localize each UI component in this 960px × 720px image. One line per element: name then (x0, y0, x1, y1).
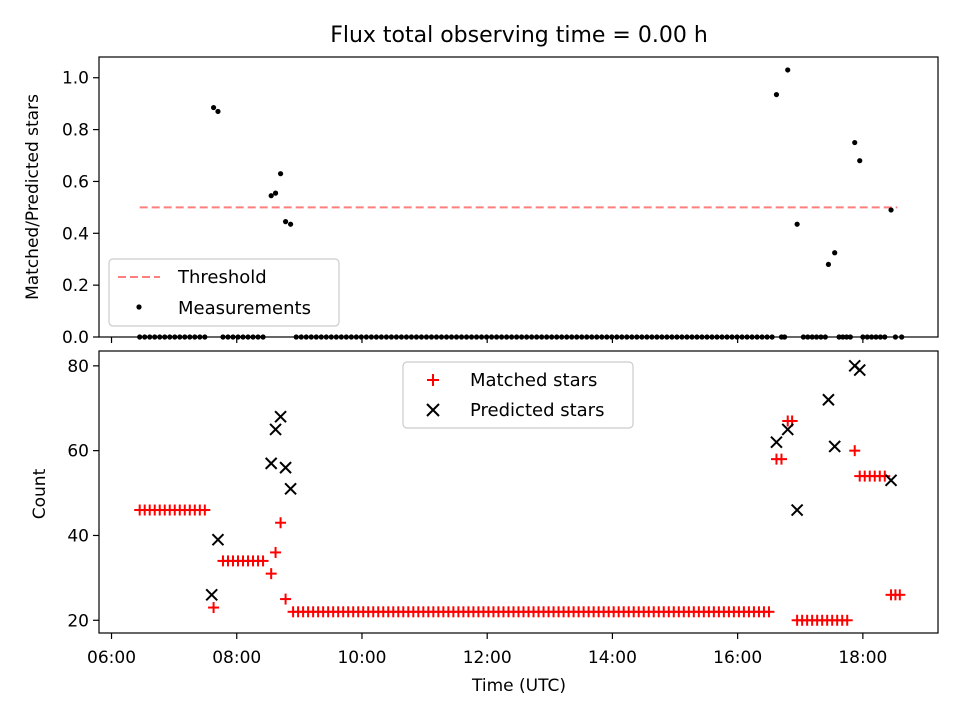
x-tick-label: 08:00 (212, 648, 261, 668)
x-tick-label: 10:00 (337, 648, 386, 668)
y-tick-label-ratio: 0.0 (62, 328, 89, 348)
y-tick-label-count: 60 (67, 442, 89, 462)
measurement-point (215, 108, 221, 115)
y-tick-label-ratio: 0.4 (62, 224, 89, 244)
measurement-point (888, 207, 894, 213)
ratio-legend: Threshold Measurements (108, 258, 340, 327)
matched-star-point (894, 589, 906, 601)
legend-box (108, 258, 340, 327)
predicted-star-point (211, 533, 225, 546)
measurement-point (277, 171, 284, 177)
measurement-point (794, 221, 800, 227)
count-legend: Matched stars Predicted stars (402, 361, 634, 429)
matched-star-point (841, 614, 853, 626)
predicted-star-point (274, 410, 287, 423)
predicted-star-point (284, 482, 297, 496)
legend-box (402, 361, 634, 429)
matched-star-point (270, 546, 282, 558)
measurement-point (852, 139, 858, 146)
x-tick-label: 06:00 (87, 648, 136, 668)
matched-star-point (763, 606, 775, 618)
y-tick-label-count: 80 (67, 357, 89, 377)
predicted-star-point (279, 461, 292, 474)
legend-measurements-label: Measurements (178, 298, 311, 319)
ratio-panel: Flux total observing time = 0.00 h Match… (23, 23, 939, 348)
legend-measurement-swatch (136, 304, 142, 310)
measurement-point (857, 158, 863, 164)
predicted-star-point (828, 440, 841, 453)
count-plot-frame (98, 350, 939, 634)
matched-star-point (257, 555, 269, 567)
matched-star-point (265, 568, 277, 580)
y-tick-label-ratio: 0.2 (62, 276, 89, 296)
predicted-star-point (822, 393, 835, 406)
predicted-star-point (264, 457, 278, 470)
matched-star-point (208, 602, 220, 614)
predicted-star-point (884, 474, 898, 487)
legend-predicted-label: Predicted stars (470, 400, 604, 421)
y-tick-label-ratio: 1.0 (62, 69, 89, 89)
predicted-star-point (770, 435, 783, 449)
x-tick-label: 14:00 (588, 648, 637, 668)
matched-star-point (280, 593, 292, 605)
y-tick-label-count: 20 (67, 611, 89, 631)
legend-matched-swatch (427, 374, 439, 386)
measurement-point (825, 261, 832, 268)
matched-star-point (775, 453, 787, 465)
y-tick-label-count: 40 (67, 526, 89, 546)
y-axis-label-count: Count (30, 468, 50, 519)
x-axis-label: Time (UTC) (471, 676, 566, 696)
predicted-star-point (781, 423, 794, 436)
predicted-star-point (269, 423, 282, 436)
legend-matched-label: Matched stars (470, 370, 597, 391)
predicted-star-point (205, 588, 218, 602)
x-tick-label: 18:00 (838, 648, 887, 668)
measurement-point (282, 219, 289, 225)
y-axis-label-ratio: Matched/Predicted stars (23, 94, 43, 300)
legend-threshold-label: Threshold (177, 267, 267, 288)
measurement-point (832, 250, 838, 256)
x-tick-label: 16:00 (713, 648, 762, 668)
legend-predicted-swatch (426, 403, 440, 417)
ratio-plot-frame (98, 56, 939, 338)
measurement-point (785, 67, 791, 73)
measurement-point (268, 193, 274, 199)
y-tick-label-ratio: 0.8 (62, 121, 89, 141)
x-tick-label: 12:00 (463, 648, 512, 668)
measurement-point (773, 91, 780, 98)
chart-title: Flux total observing time = 0.00 h (330, 23, 708, 48)
measurement-point (272, 190, 279, 196)
matched-star-point (275, 517, 287, 529)
count-panel: Count Time (UTC) 20 40 60 80 06:00 08:00 10:00… (30, 350, 939, 696)
predicted-star-point (790, 503, 804, 517)
predicted-star-point (853, 363, 866, 377)
matched-star-point (879, 470, 891, 482)
measurement-point (287, 221, 294, 227)
measurement-point (210, 104, 217, 111)
matched-star-point (199, 504, 211, 516)
matched-star-point (849, 445, 861, 457)
y-tick-label-ratio: 0.6 (62, 172, 89, 192)
